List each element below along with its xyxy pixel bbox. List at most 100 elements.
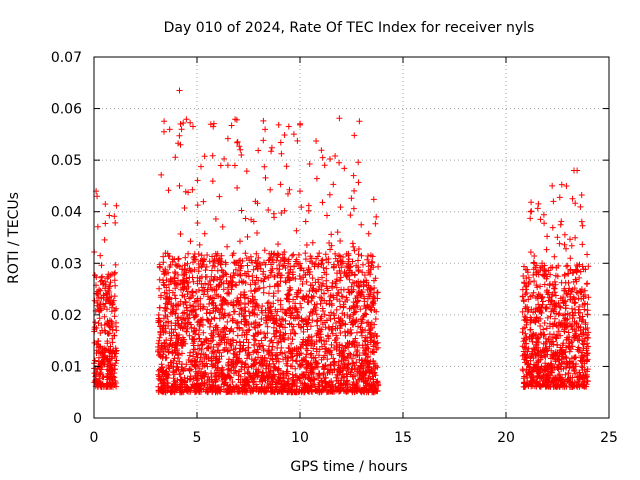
data-point: [210, 120, 217, 127]
data-point: [584, 311, 591, 318]
data-point: [198, 263, 205, 270]
data-point: [296, 386, 303, 393]
data-point: [562, 279, 569, 286]
data-point: [520, 338, 527, 345]
data-point: [208, 344, 214, 350]
data-point: [107, 373, 113, 380]
data-point: [521, 384, 528, 390]
data-point: [258, 337, 265, 344]
data-point: [262, 335, 269, 341]
data-point: [280, 331, 287, 338]
data-point: [344, 311, 351, 318]
data-point: [286, 305, 293, 312]
data-point: [318, 356, 325, 363]
data-point: [570, 312, 577, 319]
data-point: [349, 355, 355, 362]
data-point: [255, 349, 262, 356]
data-point: [260, 388, 267, 395]
data-point: [251, 287, 258, 294]
data-point: [105, 347, 112, 354]
data-point: [353, 316, 360, 323]
data-point: [251, 341, 258, 348]
data-point: [230, 386, 237, 393]
data-point: [96, 286, 103, 293]
data-point: [352, 388, 358, 395]
data-point: [216, 309, 223, 316]
data-point: [554, 273, 561, 280]
data-point: [176, 182, 183, 189]
data-point: [196, 327, 203, 334]
data-point: [172, 270, 179, 277]
data-point: [267, 272, 274, 279]
data-point: [190, 329, 197, 335]
data-point: [251, 320, 257, 327]
data-point: [531, 253, 538, 259]
data-point: [300, 374, 307, 381]
data-point: [104, 290, 111, 297]
data-point: [304, 342, 310, 349]
data-point: [160, 281, 167, 288]
data-point: [101, 356, 107, 363]
data-point: [271, 319, 278, 326]
data-point: [572, 354, 578, 361]
data-point: [544, 314, 551, 321]
data-point: [208, 316, 215, 323]
data-point: [369, 259, 376, 266]
data-point: [324, 388, 331, 395]
data-point: [268, 148, 275, 155]
data-point: [526, 333, 533, 340]
data-point: [195, 362, 201, 368]
data-point: [535, 373, 542, 379]
data-point: [240, 313, 247, 320]
data-point: [234, 138, 241, 145]
data-point: [218, 367, 225, 374]
data-point: [176, 322, 183, 329]
data-point: [107, 383, 114, 390]
data-point: [328, 326, 335, 333]
data-point: [353, 359, 360, 366]
data-point: [352, 366, 359, 373]
data-point: [322, 348, 329, 355]
data-point: [545, 336, 552, 343]
data-point: [563, 183, 570, 189]
data-point: [112, 219, 119, 226]
data-point: [541, 320, 548, 326]
y-tick-label: 0.01: [51, 359, 82, 375]
data-point: [187, 321, 194, 328]
data-point: [334, 229, 341, 236]
data-point: [230, 328, 237, 335]
data-point: [186, 376, 193, 383]
data-point: [290, 376, 297, 383]
data-point: [284, 381, 291, 388]
y-tick-label: 0.06: [51, 102, 82, 118]
data-point: [573, 328, 580, 334]
data-point: [157, 328, 164, 335]
data-point: [579, 382, 586, 389]
data-point: [255, 340, 262, 347]
data-point: [358, 252, 365, 259]
data-point: [270, 367, 277, 374]
data-point: [175, 301, 181, 307]
data-point: [562, 311, 568, 318]
data-point: [321, 378, 328, 385]
data-point: [191, 266, 198, 273]
data-point: [286, 277, 293, 284]
data-point: [280, 375, 287, 382]
data-point: [363, 282, 370, 289]
data-point: [168, 363, 175, 370]
data-point: [356, 118, 363, 125]
y-axis-label: ROTI / TECUs: [6, 192, 22, 284]
data-point: [297, 265, 303, 272]
data-point: [316, 250, 323, 257]
data-point: [310, 375, 317, 382]
data-point: [288, 383, 295, 390]
data-point: [328, 341, 335, 348]
data-point: [168, 332, 175, 339]
data-point: [333, 339, 340, 346]
data-point: [193, 288, 200, 295]
data-point: [321, 384, 328, 390]
data-point: [289, 336, 296, 343]
data-point: [177, 231, 184, 237]
data-point: [296, 375, 303, 381]
data-point: [293, 293, 300, 300]
